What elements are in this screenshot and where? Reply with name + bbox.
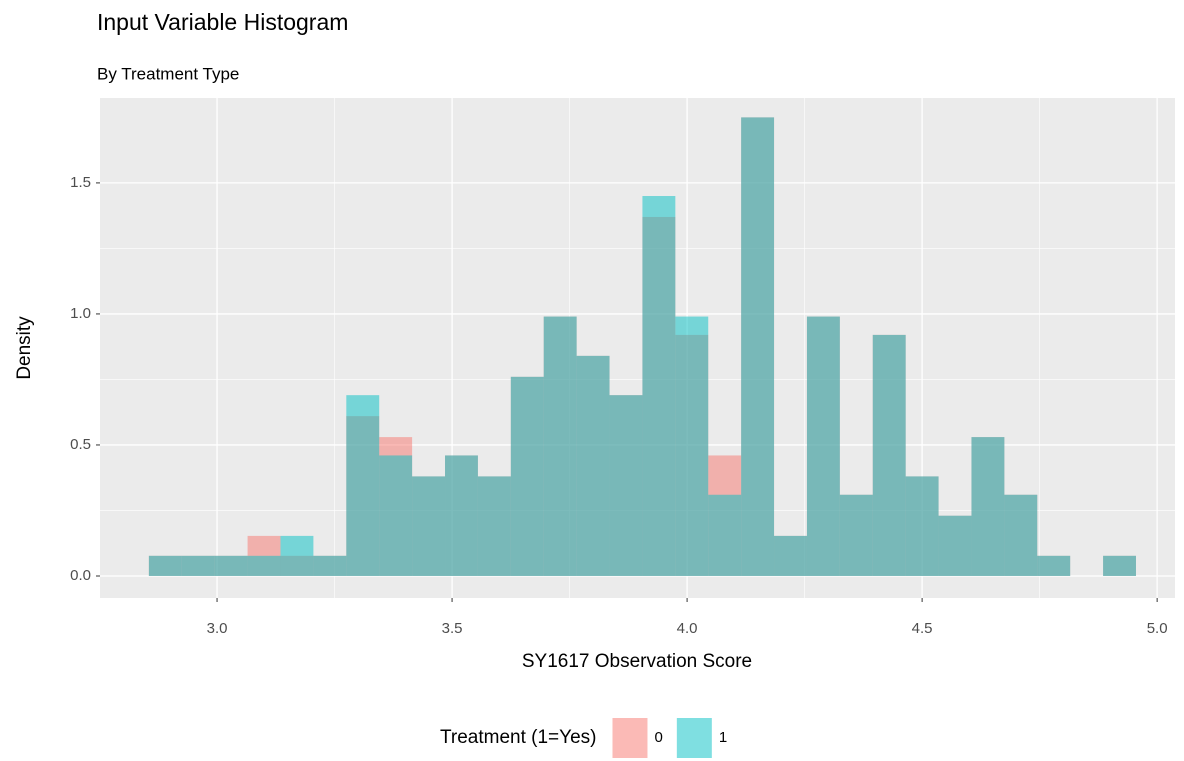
chart-title: Input Variable Histogram — [97, 9, 348, 35]
histogram-bar — [774, 535, 807, 576]
chart-subtitle: By Treatment Type — [97, 64, 239, 83]
y-tick-label: 0.5 — [70, 436, 91, 453]
legend-key — [612, 718, 648, 758]
legend-title: Treatment (1=Yes) — [440, 727, 596, 748]
x-tick-label: 3.0 — [207, 620, 228, 637]
histogram-bar — [280, 535, 314, 576]
histogram-bar — [872, 334, 906, 576]
histogram-bar — [806, 316, 840, 576]
histogram-bar — [1103, 555, 1136, 576]
x-tick-label: 4.0 — [677, 620, 698, 637]
histogram-bar — [148, 555, 182, 576]
legend-key — [676, 718, 712, 758]
histogram-bar — [1037, 555, 1071, 576]
histogram-bar — [412, 476, 446, 576]
histogram-bar — [938, 515, 972, 576]
histogram-bar — [609, 395, 643, 576]
y-tick-label: 0.0 — [70, 567, 91, 584]
histogram-bar — [510, 376, 544, 576]
histogram-bar — [181, 555, 215, 576]
legend-label: 1 — [719, 729, 727, 746]
histogram-bar — [741, 117, 775, 576]
y-tick-label: 1.0 — [70, 305, 91, 322]
histogram-bar — [905, 476, 939, 576]
histogram-bar — [379, 455, 413, 576]
histogram-bar — [675, 316, 709, 576]
x-tick-label: 3.5 — [442, 620, 463, 637]
y-axis-title: Density — [14, 316, 35, 380]
histogram-bar — [543, 316, 577, 576]
histogram-bar — [839, 494, 873, 576]
x-axis-title: SY1617 Observation Score — [522, 651, 752, 672]
x-tick-label: 4.5 — [912, 620, 933, 637]
histogram-bar — [445, 455, 478, 576]
histogram-bar — [346, 395, 380, 576]
y-tick-label: 1.5 — [70, 174, 91, 191]
histogram-bar — [313, 555, 347, 576]
x-tick-label: 5.0 — [1147, 620, 1168, 637]
legend: Treatment (1=Yes) 0 1 — [440, 718, 727, 758]
histogram-bar — [247, 555, 281, 576]
histogram-bar — [477, 476, 511, 576]
histogram-bar — [971, 437, 1005, 576]
legend-label: 0 — [654, 729, 662, 746]
histogram-bar — [1004, 494, 1038, 576]
histogram-bar — [708, 494, 742, 576]
histogram-bar — [576, 355, 610, 576]
histogram-bar — [214, 555, 248, 576]
histogram-bar — [642, 196, 676, 576]
